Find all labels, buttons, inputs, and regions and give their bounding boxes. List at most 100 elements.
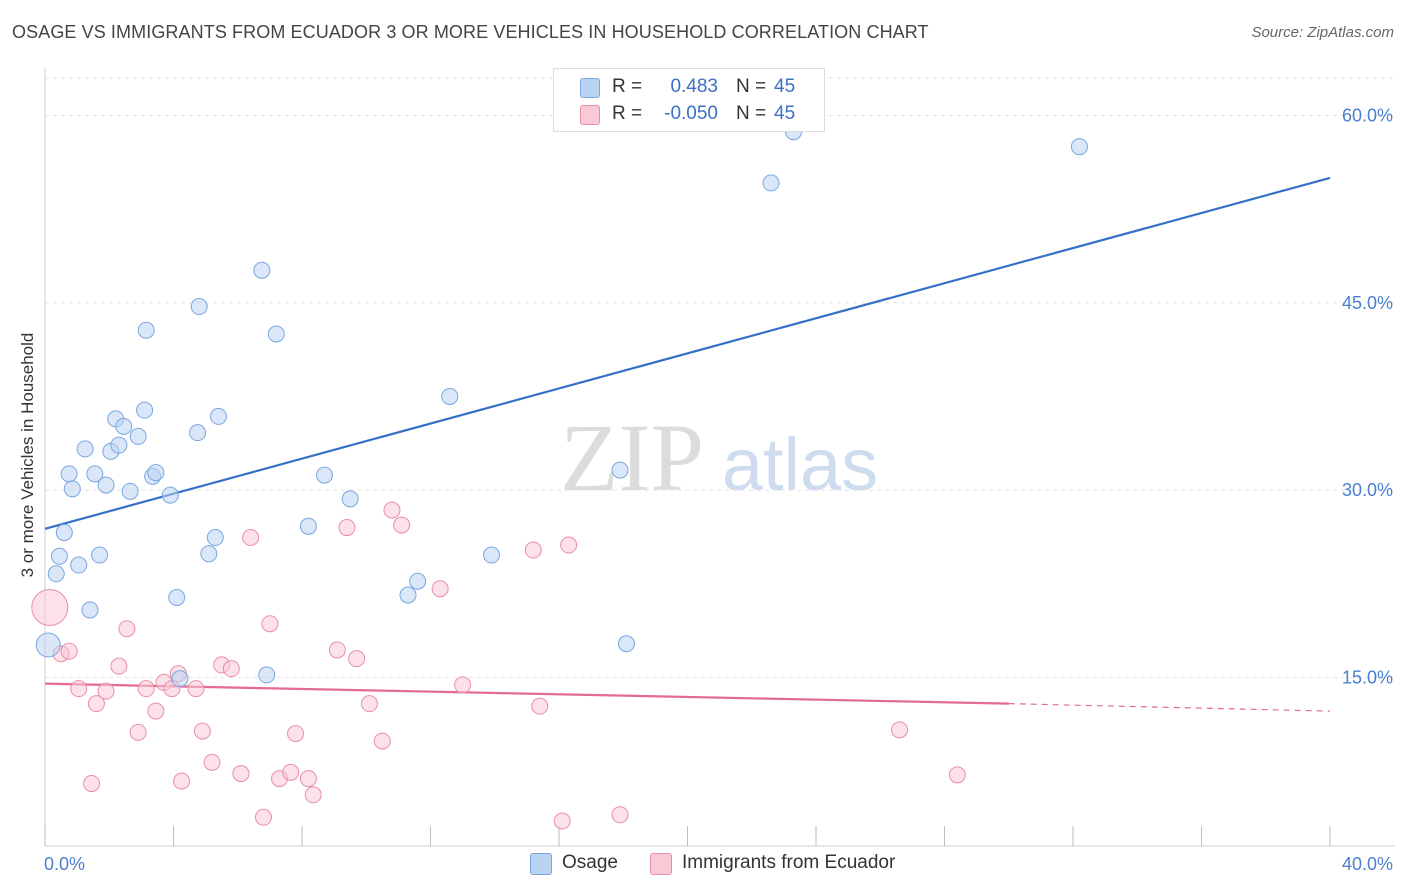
- stats-row-osage: R = 0.483 N = 45: [554, 73, 824, 101]
- ecuador-point: [611, 806, 629, 824]
- trend-lines: [44, 176, 1331, 712]
- osage-point: [171, 670, 189, 688]
- ecuador-point: [254, 808, 272, 826]
- osage-trend-line: [44, 176, 1331, 530]
- osage-point: [611, 461, 629, 479]
- ecuador-swatch: [580, 105, 600, 125]
- ecuador-point: [524, 541, 542, 559]
- watermark-zip: ZIP: [560, 404, 704, 511]
- ecuador-point: [173, 772, 191, 790]
- osage-point: [209, 407, 227, 425]
- osage-point: [258, 666, 276, 684]
- ecuador-point: [242, 529, 260, 547]
- ecuador-point: [193, 722, 211, 740]
- r-label: R =: [612, 103, 643, 124]
- ecuador-point: [299, 770, 317, 788]
- n-label: N =: [736, 103, 767, 124]
- ecuador-point: [373, 732, 391, 750]
- ecuador-point: [147, 702, 165, 720]
- osage-point: [200, 545, 218, 563]
- osage-point: [441, 387, 459, 405]
- osage-point: [97, 476, 115, 494]
- ecuador-point: [431, 580, 449, 598]
- y-tick-label: 30.0%: [1342, 480, 1393, 500]
- ecuador-point: [560, 536, 578, 554]
- osage-point: [63, 480, 81, 498]
- ecuador-point: [338, 519, 356, 537]
- y-tick-label: 15.0%: [1342, 667, 1393, 687]
- osage-point: [137, 321, 155, 339]
- axes: [44, 68, 1395, 847]
- osage-point: [47, 565, 65, 583]
- osage-point: [121, 482, 139, 500]
- ecuador-trend-line: [44, 682, 1009, 705]
- r-value: 0.483: [670, 76, 718, 97]
- osage-point: [299, 517, 317, 535]
- ecuador-point: [282, 763, 300, 781]
- osage-point: [115, 417, 133, 435]
- osage-point: [409, 572, 427, 590]
- ecuador-point: [232, 765, 250, 783]
- osage-point: [86, 465, 104, 483]
- tick-labels: 15.0% 30.0% 45.0% 60.0% 0.0% 40.0%: [44, 105, 1393, 874]
- ecuador-point: [129, 723, 147, 741]
- ecuador-point: [891, 721, 909, 739]
- ecuador-point: [137, 680, 155, 698]
- osage-point: [315, 466, 333, 484]
- ecuador-point: [287, 725, 305, 743]
- ecuador-point: [393, 516, 411, 534]
- osage-point: [762, 174, 780, 192]
- osage-point: [168, 588, 186, 606]
- ecuador-point: [531, 697, 549, 715]
- osage-point: [70, 556, 88, 574]
- osage-point: [81, 601, 99, 619]
- x-tick-label: 40.0%: [1342, 854, 1393, 874]
- osage-point: [399, 586, 417, 604]
- osage-point: [129, 427, 147, 445]
- ecuador-point: [97, 682, 115, 700]
- watermark: ZIP atlas: [560, 404, 878, 511]
- x-tick-label: 0.0%: [44, 854, 85, 874]
- osage-swatch: [580, 78, 600, 98]
- osage-point: [91, 546, 109, 564]
- ecuador-point: [348, 650, 366, 668]
- ecuador-trend-extension: [1008, 703, 1331, 712]
- ecuador-point: [383, 501, 401, 519]
- osage-point: [161, 486, 179, 504]
- y-tick-label: 60.0%: [1342, 105, 1393, 125]
- ecuador-point: [360, 695, 378, 713]
- osage-point: [110, 436, 128, 454]
- watermark-atlas: atlas: [722, 423, 878, 506]
- osage-point: [190, 298, 208, 316]
- n-value: 45: [774, 76, 796, 97]
- ecuador-point: [83, 775, 101, 793]
- osage-point: [60, 465, 78, 483]
- osage-legend-swatch: [530, 853, 552, 875]
- ecuador-point: [70, 680, 88, 698]
- osage-point: [189, 424, 207, 442]
- n-value: 45: [774, 103, 796, 124]
- osage-point: [253, 261, 271, 279]
- ecuador-point: [222, 660, 240, 678]
- ecuador-point: [87, 695, 105, 713]
- data-points: [31, 123, 1088, 830]
- ecuador-point: [948, 766, 966, 784]
- n-label: N =: [736, 76, 767, 97]
- ecuador-point: [203, 753, 221, 771]
- osage-point: [206, 529, 224, 547]
- source-label: Source: ZipAtlas.com: [1251, 24, 1394, 41]
- legend-label: Immigrants from Ecuador: [682, 852, 896, 873]
- ecuador-point: [261, 615, 279, 633]
- ecuador-point: [304, 786, 322, 804]
- osage-point: [147, 464, 165, 482]
- osage-point: [35, 632, 61, 658]
- r-label: R =: [612, 76, 643, 97]
- stats-legend: R = 0.483 N = 45 R = -0.050 N = 45: [553, 68, 825, 132]
- osage-point: [50, 547, 68, 565]
- ecuador-point: [118, 620, 136, 638]
- r-value: -0.050: [664, 103, 718, 124]
- osage-point: [341, 490, 359, 508]
- ecuador-point: [110, 657, 128, 675]
- y-tick-label: 45.0%: [1342, 293, 1393, 313]
